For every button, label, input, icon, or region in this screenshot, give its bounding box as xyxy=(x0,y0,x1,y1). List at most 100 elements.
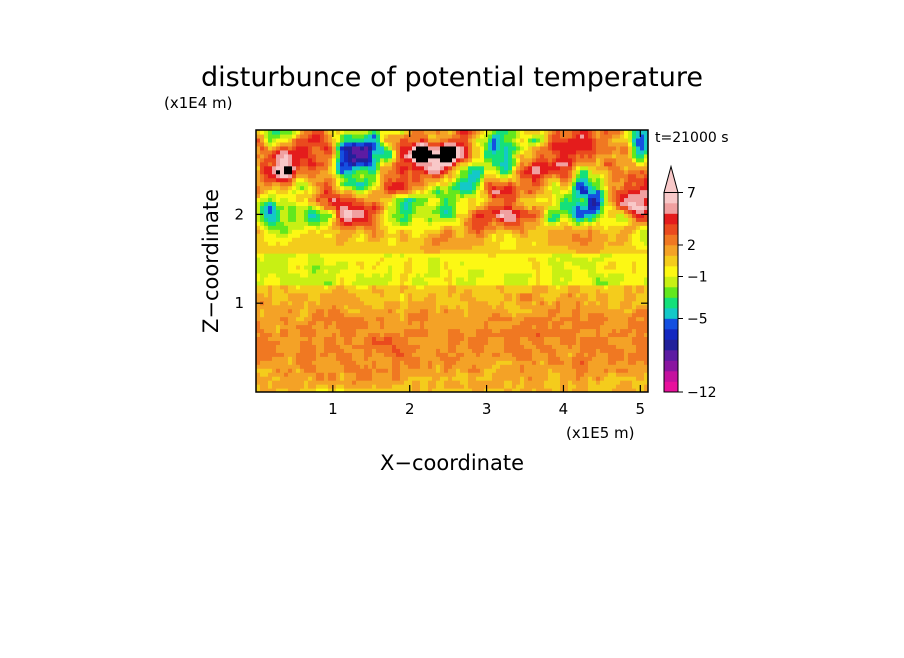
heatmap-cell xyxy=(552,149,557,155)
heatmap-cell xyxy=(400,261,405,266)
heatmap-cell xyxy=(288,304,293,310)
heatmap-cell xyxy=(428,205,433,210)
heatmap-cell xyxy=(464,356,469,361)
heatmap-cell xyxy=(552,280,557,286)
heatmap-cell xyxy=(416,197,421,203)
heatmap-cell xyxy=(552,205,557,210)
heatmap-cell xyxy=(392,225,397,230)
heatmap-cell xyxy=(516,380,521,385)
heatmap-cell xyxy=(432,149,437,155)
heatmap-cell xyxy=(264,189,269,195)
heatmap-cell xyxy=(280,137,285,143)
heatmap-cell xyxy=(380,237,385,242)
heatmap-cell xyxy=(504,145,509,151)
heatmap-cell xyxy=(288,344,293,349)
heatmap-cell xyxy=(460,141,465,147)
heatmap-cell xyxy=(292,336,297,341)
heatmap-cell xyxy=(496,296,501,302)
heatmap-cell xyxy=(284,261,289,266)
heatmap-cell xyxy=(508,157,513,163)
heatmap-cell xyxy=(404,185,409,191)
heatmap-cell xyxy=(444,300,449,306)
heatmap-cell xyxy=(412,384,417,389)
heatmap-cell xyxy=(428,384,433,389)
heatmap-cell xyxy=(376,316,381,322)
heatmap-cell xyxy=(304,344,309,349)
heatmap-cell xyxy=(420,352,425,357)
heatmap-cell xyxy=(308,360,313,365)
heatmap-cell xyxy=(296,241,301,246)
heatmap-cell xyxy=(392,300,397,306)
heatmap-cell xyxy=(416,360,421,365)
heatmap-cell xyxy=(420,360,425,365)
heatmap-cell xyxy=(464,300,469,306)
heatmap-cell xyxy=(416,137,421,143)
heatmap-cell xyxy=(492,185,497,191)
heatmap-cell xyxy=(464,372,469,377)
heatmap-cell xyxy=(332,229,337,234)
heatmap-cell xyxy=(508,257,513,262)
heatmap-cell xyxy=(484,284,489,290)
heatmap-cell xyxy=(316,130,321,135)
heatmap-cell xyxy=(432,137,437,143)
heatmap-cell xyxy=(376,320,381,326)
heatmap-cell xyxy=(344,292,349,298)
heatmap-cell xyxy=(348,292,353,298)
heatmap-cell xyxy=(512,316,517,322)
heatmap-cell xyxy=(452,137,457,143)
heatmap-cell xyxy=(532,221,537,226)
heatmap-cell xyxy=(548,153,553,159)
heatmap-cell xyxy=(416,221,421,226)
heatmap-cell xyxy=(480,181,485,187)
heatmap-cell xyxy=(280,221,285,226)
heatmap-cell xyxy=(548,133,553,139)
heatmap-cell xyxy=(316,217,321,222)
heatmap-cell xyxy=(448,296,453,302)
heatmap-cell xyxy=(420,288,425,294)
heatmap-cell xyxy=(356,161,361,167)
heatmap-cell xyxy=(396,137,401,143)
heatmap-cell xyxy=(552,130,557,135)
heatmap-cell xyxy=(284,324,289,330)
heatmap-cell xyxy=(328,257,333,262)
heatmap-cell xyxy=(260,372,265,377)
heatmap-cell xyxy=(428,356,433,361)
heatmap-cell xyxy=(388,300,393,306)
heatmap-cell xyxy=(432,296,437,302)
heatmap-cell xyxy=(424,201,429,207)
heatmap-cell xyxy=(464,364,469,369)
heatmap-cell xyxy=(288,296,293,302)
heatmap-cell xyxy=(388,264,393,270)
heatmap-cell xyxy=(396,304,401,310)
heatmap-cell xyxy=(504,296,509,302)
heatmap-cell xyxy=(320,233,325,238)
heatmap-cell xyxy=(428,253,433,258)
heatmap-cell xyxy=(364,221,369,226)
heatmap-cell xyxy=(424,348,429,353)
heatmap-cell xyxy=(548,225,553,230)
heatmap-cell xyxy=(384,372,389,377)
heatmap-cell xyxy=(420,276,425,282)
heatmap-cell xyxy=(360,141,365,147)
heatmap-cell xyxy=(412,288,417,294)
heatmap-cell xyxy=(500,133,505,139)
heatmap-cell xyxy=(312,276,317,282)
heatmap-cell xyxy=(276,217,281,222)
heatmap-cell xyxy=(300,149,305,155)
heatmap-cell xyxy=(520,221,525,226)
heatmap-cell xyxy=(516,241,521,246)
heatmap-cell xyxy=(532,257,537,262)
heatmap-cell xyxy=(284,201,289,207)
heatmap-cell xyxy=(284,149,289,155)
heatmap-cell xyxy=(256,145,261,151)
heatmap-cell xyxy=(344,336,349,341)
heatmap-cell xyxy=(516,368,521,373)
heatmap-cell xyxy=(288,157,293,163)
heatmap-cell xyxy=(412,241,417,246)
heatmap-cell xyxy=(312,380,317,385)
heatmap-cell xyxy=(332,356,337,361)
heatmap-cell xyxy=(404,253,409,258)
heatmap-cell xyxy=(540,193,545,199)
heatmap-cell xyxy=(264,340,269,345)
heatmap-cell xyxy=(468,272,473,278)
